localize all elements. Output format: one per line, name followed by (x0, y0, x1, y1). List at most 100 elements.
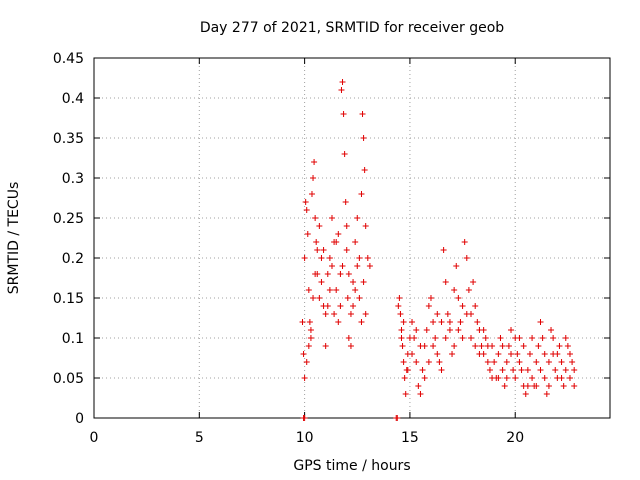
data-point (453, 263, 460, 269)
data-point (423, 327, 430, 333)
data-point (314, 247, 321, 253)
data-point (312, 215, 319, 221)
data-point (455, 327, 462, 333)
data-point (339, 263, 346, 269)
data-point (399, 343, 406, 349)
data-point (539, 335, 546, 341)
data-point (425, 303, 432, 309)
data-point (526, 351, 533, 357)
data-point (354, 263, 361, 269)
data-point (465, 287, 472, 293)
data-point (340, 111, 347, 117)
data-point (400, 319, 407, 325)
data-point (545, 359, 552, 365)
data-point (398, 335, 405, 341)
plot-frame (93, 57, 611, 419)
data-point (347, 311, 354, 317)
data-point (463, 255, 470, 261)
data-point (338, 87, 345, 93)
data-point (550, 335, 557, 341)
data-point (307, 335, 314, 341)
data-point (311, 159, 318, 165)
data-point (495, 351, 502, 357)
data-point (459, 303, 466, 309)
y-tick-label: 0.35 (53, 131, 84, 147)
data-point (345, 271, 352, 277)
data-point (415, 383, 422, 389)
data-point (409, 351, 416, 357)
data-point (362, 311, 369, 317)
data-point (337, 303, 344, 309)
data-point (455, 295, 462, 301)
data-point (484, 359, 491, 365)
data-point (438, 319, 445, 325)
data-point (442, 279, 449, 285)
y-tick-label: 0.05 (53, 371, 84, 387)
data-point (413, 359, 420, 365)
y-tick-label: 0.45 (53, 51, 84, 67)
data-point (535, 343, 542, 349)
data-point (402, 391, 409, 397)
data-point (548, 327, 555, 333)
data-point (397, 311, 404, 317)
data-point (533, 359, 540, 365)
data-point (358, 191, 365, 197)
data-point (554, 351, 561, 357)
data-point (512, 375, 519, 381)
data-point (529, 335, 536, 341)
data-point (304, 231, 311, 237)
data-point (354, 215, 361, 221)
data-point (545, 383, 552, 389)
data-point (328, 215, 335, 221)
data-point (333, 287, 340, 293)
data-point (564, 343, 571, 349)
data-point (524, 367, 531, 373)
y-tick-label: 0.4 (62, 91, 84, 107)
data-point (503, 375, 510, 381)
data-point (339, 79, 346, 85)
data-point (459, 335, 466, 341)
data-point (518, 367, 525, 373)
data-point (537, 367, 544, 373)
data-point (552, 367, 559, 373)
data-point (476, 351, 483, 357)
data-point (560, 383, 567, 389)
data-point (341, 151, 348, 157)
data-point (472, 303, 479, 309)
data-point (569, 359, 576, 365)
data-point (312, 271, 319, 277)
data-point (446, 327, 453, 333)
data-point (308, 191, 315, 197)
data-point (360, 135, 367, 141)
data-point (440, 247, 447, 253)
data-point (343, 247, 350, 253)
data-point (337, 271, 344, 277)
data-point (322, 311, 329, 317)
data-point (571, 367, 578, 373)
data-point (499, 367, 506, 373)
data-point (303, 359, 310, 365)
data-point (299, 319, 306, 325)
data-point (320, 247, 327, 253)
data-point (451, 287, 458, 293)
data-point (307, 327, 314, 333)
data-point (331, 311, 338, 317)
data-point (301, 255, 308, 261)
data-point (350, 279, 357, 285)
data-point (335, 319, 342, 325)
data-point (571, 383, 578, 389)
data-point (512, 335, 519, 341)
x-tick-label: 5 (195, 430, 204, 446)
data-point (566, 375, 573, 381)
data-point (303, 207, 310, 213)
data-point (434, 351, 441, 357)
data-point (558, 359, 565, 365)
data-point (434, 311, 441, 317)
data-point (510, 367, 517, 373)
gridlines (94, 58, 610, 418)
data-point (359, 111, 366, 117)
data-point (451, 343, 458, 349)
data-point (562, 335, 569, 341)
data-point (366, 263, 373, 269)
data-point (409, 319, 416, 325)
